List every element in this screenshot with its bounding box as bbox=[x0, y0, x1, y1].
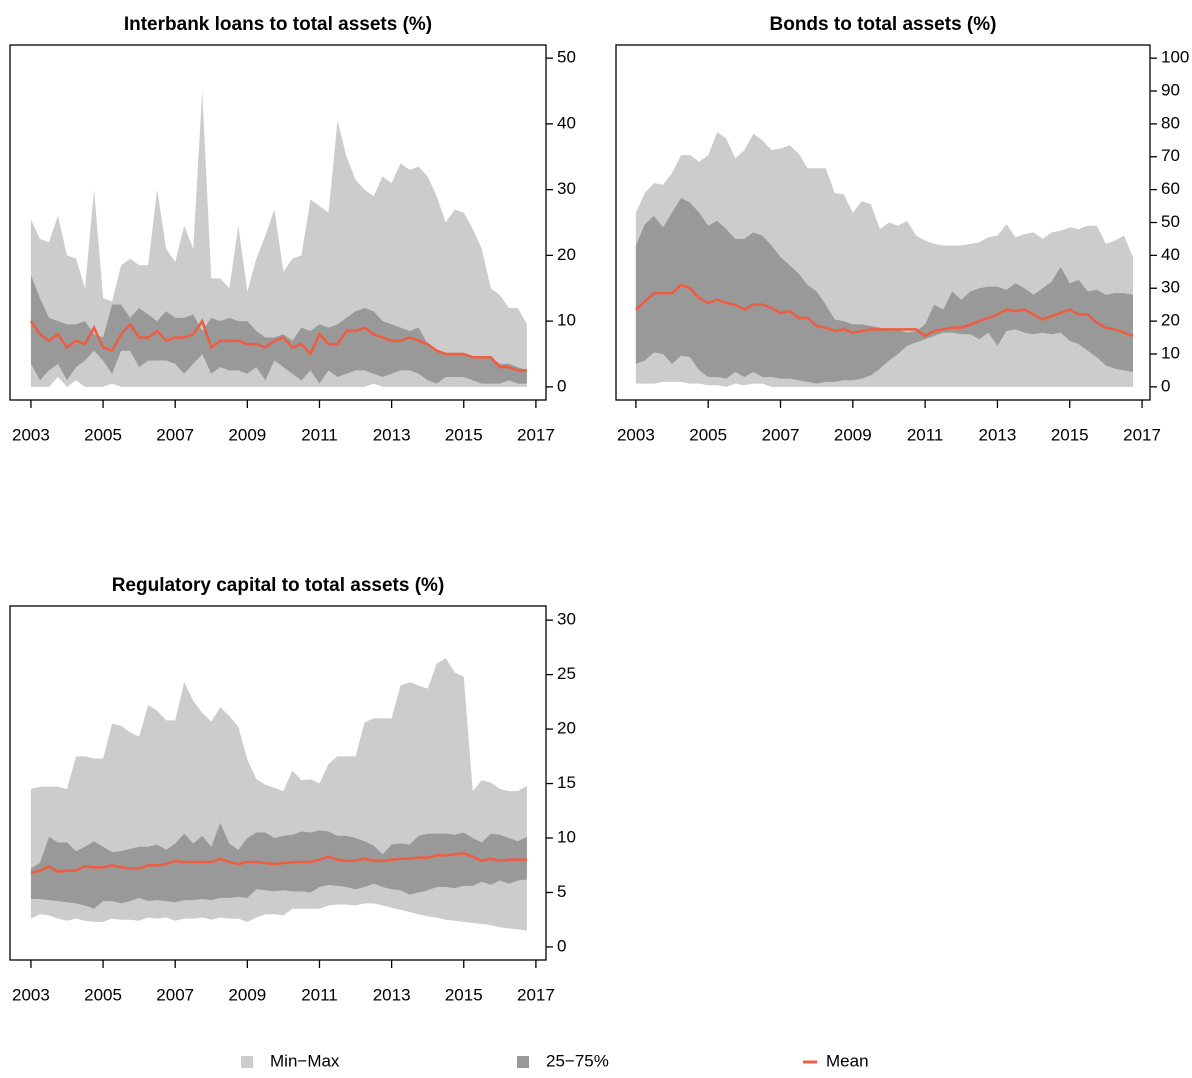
y-tick-label: 20 bbox=[557, 245, 576, 264]
x-tick-label: 2003 bbox=[12, 425, 50, 444]
x-tick-label: 2009 bbox=[228, 985, 266, 1004]
x-tick-label: 2005 bbox=[84, 985, 122, 1004]
legend-label: Min−Max bbox=[270, 1051, 340, 1070]
chart-title: Interbank loans to total assets (%) bbox=[124, 14, 432, 35]
y-tick-label: 25 bbox=[557, 664, 576, 683]
x-tick-label: 2017 bbox=[517, 985, 555, 1004]
x-tick-label: 2013 bbox=[373, 425, 411, 444]
x-tick-label: 2009 bbox=[834, 425, 872, 444]
y-tick-label: 40 bbox=[557, 113, 576, 132]
band-area bbox=[30, 822, 527, 909]
mean-line bbox=[29, 318, 527, 372]
y-tick-label: 70 bbox=[1161, 146, 1180, 165]
y-tick-label: 60 bbox=[1161, 179, 1180, 198]
band-area bbox=[30, 275, 527, 384]
chart-title: Regulatory capital to total assets (%) bbox=[112, 575, 445, 596]
legend-swatch bbox=[241, 1056, 253, 1068]
mean-line bbox=[635, 283, 1134, 338]
legend-swatch bbox=[517, 1056, 529, 1068]
y-tick-label: 20 bbox=[557, 719, 576, 738]
x-tick-label: 2017 bbox=[517, 425, 555, 444]
y-tick-label: 20 bbox=[1161, 311, 1180, 330]
x-tick-label: 2005 bbox=[84, 425, 122, 444]
y-tick-label: 100 bbox=[1161, 48, 1189, 67]
x-tick-label: 2013 bbox=[979, 425, 1017, 444]
chart-title: Bonds to total assets (%) bbox=[770, 14, 997, 35]
x-tick-label: 2005 bbox=[689, 425, 727, 444]
y-tick-label: 50 bbox=[1161, 212, 1180, 231]
y-tick-label: 40 bbox=[1161, 245, 1180, 264]
mean-line bbox=[30, 851, 527, 875]
x-tick-label: 2007 bbox=[156, 425, 194, 444]
y-tick-label: 90 bbox=[1161, 81, 1180, 100]
x-tick-label: 2015 bbox=[1051, 425, 1089, 444]
x-tick-label: 2017 bbox=[1123, 425, 1161, 444]
y-tick-label: 30 bbox=[557, 179, 576, 198]
y-tick-label: 50 bbox=[557, 48, 576, 67]
x-tick-label: 2009 bbox=[228, 425, 266, 444]
y-tick-label: 5 bbox=[557, 882, 566, 901]
plot-frame bbox=[9, 44, 547, 401]
legend-label: 25−75% bbox=[546, 1051, 609, 1070]
x-tick-label: 2003 bbox=[12, 985, 50, 1004]
band-area bbox=[30, 91, 527, 387]
y-tick-label: 0 bbox=[557, 936, 566, 955]
y-tick-label: 10 bbox=[557, 827, 576, 846]
x-tick-label: 2011 bbox=[301, 985, 338, 1004]
x-tick-label: 2007 bbox=[156, 985, 194, 1004]
x-tick-label: 2015 bbox=[445, 425, 483, 444]
y-tick-label: 15 bbox=[557, 773, 576, 792]
x-tick-label: 2013 bbox=[373, 985, 411, 1004]
y-tick-label: 30 bbox=[1161, 278, 1180, 297]
x-tick-label: 2015 bbox=[445, 985, 483, 1004]
band-area bbox=[635, 197, 1134, 384]
legend-label: Mean bbox=[826, 1051, 869, 1070]
y-tick-label: 80 bbox=[1161, 113, 1180, 132]
y-tick-label: 10 bbox=[1161, 343, 1180, 362]
y-tick-label: 0 bbox=[557, 376, 566, 395]
x-tick-label: 2003 bbox=[617, 425, 655, 444]
x-tick-label: 2011 bbox=[301, 425, 338, 444]
x-tick-label: 2011 bbox=[907, 425, 944, 444]
y-tick-label: 30 bbox=[557, 610, 576, 629]
y-tick-label: 0 bbox=[1161, 376, 1170, 395]
y-tick-label: 10 bbox=[557, 311, 576, 330]
x-tick-label: 2007 bbox=[762, 425, 800, 444]
